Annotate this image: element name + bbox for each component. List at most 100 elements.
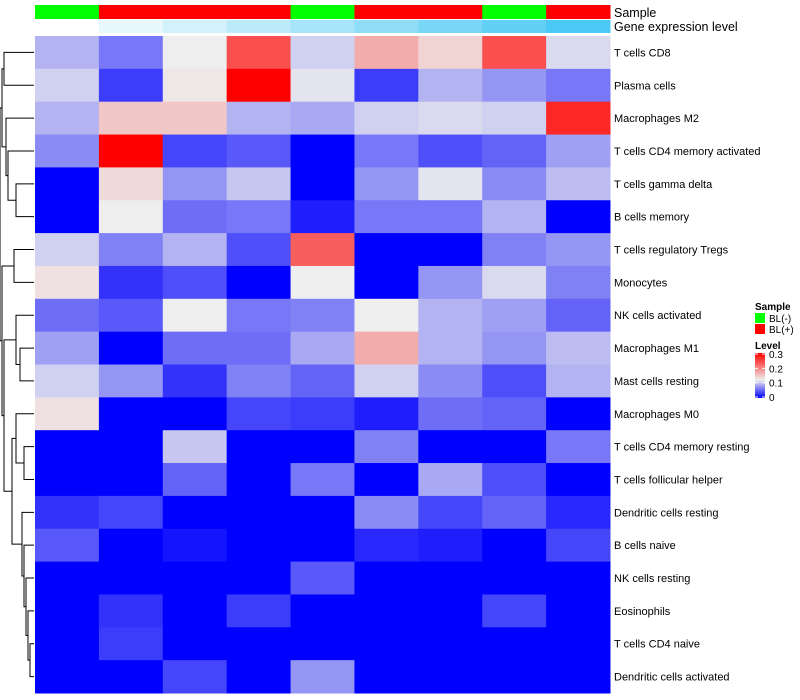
heatmap-cell	[98, 495, 164, 530]
dendrogram-branch	[29, 643, 34, 678]
sample-annotation-cell	[226, 5, 292, 19]
gene-expression-annotation-cell	[354, 20, 419, 33]
legend-tick-label: 0	[769, 393, 775, 404]
heatmap-cell	[418, 561, 483, 595]
gene-expression-annotation-cell	[226, 20, 292, 33]
heatmap-cell	[290, 134, 355, 168]
heatmap-cell	[98, 594, 164, 628]
heatmap-cell	[35, 627, 100, 661]
heatmap-cell	[418, 200, 483, 234]
heatmap-cell	[546, 627, 611, 661]
row-label: T cells CD4 memory resting	[614, 442, 750, 454]
heatmap-cell	[162, 627, 228, 661]
heatmap-cell	[98, 36, 164, 70]
heatmap-cell	[418, 430, 483, 464]
heatmap-cell	[290, 36, 355, 70]
heatmap-cell	[290, 397, 355, 431]
heatmap-cell	[354, 233, 419, 267]
heatmap-cell	[354, 561, 419, 595]
heatmap-cell	[98, 68, 164, 103]
legend-level-title: Level	[755, 341, 781, 352]
heatmap-cell	[226, 101, 292, 136]
heatmap-cell	[35, 134, 100, 168]
heatmap-cell	[482, 331, 547, 365]
heatmap-cell	[35, 167, 100, 201]
heatmap-cell	[546, 397, 611, 431]
heatmap-cell	[418, 233, 483, 267]
sample-annotation-cell	[98, 5, 164, 19]
row-label: T cells gamma delta	[614, 179, 713, 191]
heatmap-cell	[226, 265, 292, 300]
heatmap-cell	[354, 528, 419, 563]
row-label: T cells regulatory Tregs	[614, 245, 729, 257]
heatmap-cell	[226, 134, 292, 168]
heatmap-cell	[354, 134, 419, 168]
heatmap-cell	[418, 463, 483, 497]
row-label: Macrophages M2	[614, 113, 699, 125]
heatmap-cell	[546, 495, 611, 530]
heatmap-cell	[226, 495, 292, 530]
dendrogram-branch	[19, 347, 34, 382]
heatmap-cell	[35, 101, 100, 136]
row-label: Dendritic cells activated	[614, 672, 730, 684]
heatmap-cell	[226, 233, 292, 267]
gene-annotation-label: Gene expression level	[614, 20, 738, 34]
heatmap-cell	[162, 495, 228, 530]
heatmap-cell	[546, 364, 611, 398]
heatmap-cell	[162, 233, 228, 267]
heatmap-cell	[98, 528, 164, 563]
heatmap-cell	[354, 200, 419, 234]
heatmap-cell	[482, 265, 547, 300]
row-label: Eosinophils	[614, 606, 671, 618]
legend-swatch-bl-neg	[755, 313, 765, 323]
heatmap-cell	[98, 233, 164, 267]
heatmap-cell	[226, 660, 292, 694]
dendrogram-branch	[3, 51, 34, 86]
heatmap-cell	[482, 495, 547, 530]
row-label: B cells memory	[614, 212, 690, 224]
heatmap-cell	[482, 68, 547, 103]
heatmap-cell	[482, 364, 547, 398]
heatmap-cell	[162, 463, 228, 497]
heatmap-cell	[546, 331, 611, 365]
heatmap-cell	[162, 364, 228, 398]
row-label: T cells CD4 naive	[614, 639, 700, 651]
sample-annotation-cell	[354, 5, 419, 19]
row-label: Macrophages M0	[614, 409, 699, 421]
heatmap-cell	[482, 200, 547, 234]
heatmap-cell	[226, 594, 292, 628]
heatmap-cell	[98, 331, 164, 365]
legend-sample-title: Sample	[755, 302, 791, 313]
sample-annotation-cell	[162, 5, 228, 19]
heatmap-cell	[226, 68, 292, 103]
heatmap-cell	[418, 167, 483, 201]
heatmap-cell	[354, 660, 419, 694]
heatmap-cell	[162, 101, 228, 136]
dendrogram-branch	[25, 577, 34, 637]
gene-expression-annotation-cell	[482, 20, 547, 33]
dendrogram-branch	[5, 117, 34, 177]
row-label: NK cells resting	[614, 573, 690, 585]
legend-tick-label: 0.3	[769, 350, 783, 361]
row-label: Dendritic cells resting	[614, 507, 719, 519]
heatmap-cell	[482, 233, 547, 267]
heatmap-cell	[354, 36, 419, 70]
heatmap-cell	[482, 660, 547, 694]
heatmap-cells	[35, 36, 611, 694]
heatmap-cell	[354, 627, 419, 661]
heatmap-cell	[418, 495, 483, 530]
heatmap-cell	[546, 233, 611, 267]
heatmap-cell	[290, 463, 355, 497]
heatmap-cell	[290, 68, 355, 103]
heatmap-cell	[162, 134, 228, 168]
legend-swatch-bl-pos	[755, 324, 765, 334]
heatmap-cell	[35, 561, 100, 595]
heatmap-cell	[290, 167, 355, 201]
heatmap-cell	[290, 627, 355, 661]
heatmap-cell	[35, 331, 100, 365]
heatmap-cell	[98, 627, 164, 661]
heatmap-cell	[546, 134, 611, 168]
row-labels: T cells CD8 Plasma cells Macrophages M2 T c…	[614, 47, 761, 683]
heatmap-cell	[98, 463, 164, 497]
heatmap-cell	[98, 397, 164, 431]
